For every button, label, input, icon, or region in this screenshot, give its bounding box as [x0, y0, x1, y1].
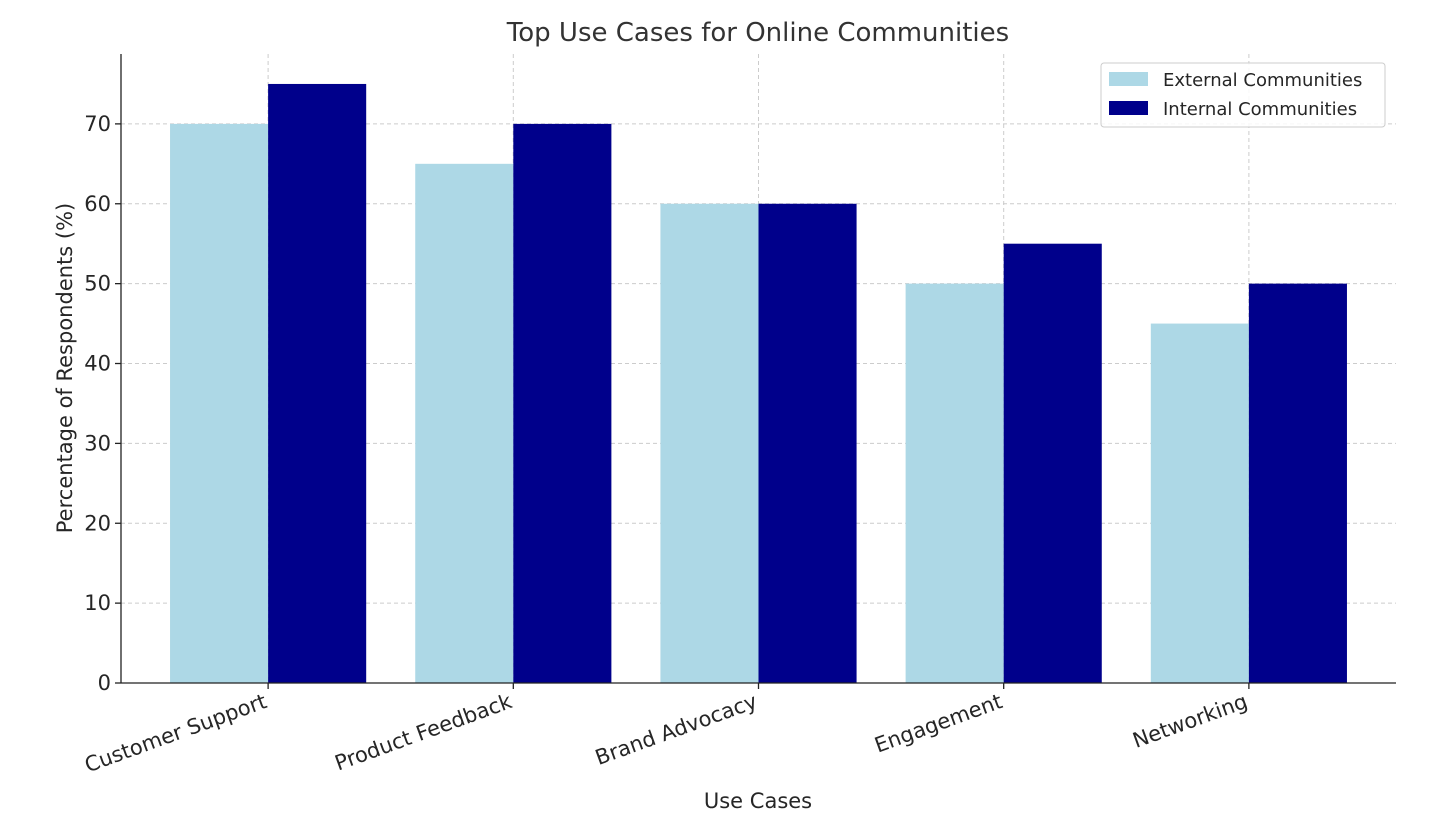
bar-internal-communities-product-feedback — [513, 123, 612, 683]
x-tick-label-customer-support: Customer Support — [81, 689, 269, 777]
bar-internal-communities-brand-advocacy — [758, 203, 857, 683]
y-tick-label: 10 — [84, 591, 111, 615]
bar-external-communities-product-feedback — [415, 163, 514, 684]
y-tick-label: 70 — [84, 112, 111, 136]
y-tick-label: 60 — [84, 192, 111, 216]
y-tick-label: 0 — [98, 671, 111, 695]
legend-label-external: External Communities — [1163, 70, 1362, 91]
x-tick-label-engagement: Engagement — [871, 689, 1005, 757]
bar-external-communities-engagement — [905, 283, 1004, 683]
bar-external-communities-brand-advocacy — [660, 203, 759, 683]
bar-external-communities-customer-support — [170, 123, 269, 683]
legend: External Communities Internal Communitie… — [1100, 62, 1386, 128]
bar-internal-communities-customer-support — [268, 83, 367, 683]
bars-layer — [170, 83, 1347, 684]
y-tick-label: 20 — [84, 511, 111, 535]
y-tick-label: 30 — [84, 431, 111, 455]
legend-frame — [1100, 62, 1386, 128]
bar-external-communities-networking — [1150, 323, 1249, 683]
x-tick-label-brand-advocacy: Brand Advocacy — [592, 689, 760, 770]
legend-swatch-external — [1109, 72, 1148, 86]
x-tick-label-product-feedback: Product Feedback — [332, 689, 516, 776]
y-axis-title: Percentage of Respondents (%) — [53, 203, 77, 533]
x-tick-label-networking: Networking — [1129, 689, 1250, 753]
chart-title: Top Use Cases for Online Communities — [506, 18, 1009, 48]
legend-swatch-internal — [1109, 101, 1148, 115]
y-tick-label: 50 — [84, 272, 111, 296]
bar-internal-communities-engagement — [1003, 243, 1102, 683]
x-axis-title: Use Cases — [704, 789, 812, 813]
y-tick-label: 40 — [84, 352, 111, 376]
bar-internal-communities-networking — [1248, 283, 1347, 683]
legend-label-internal: Internal Communities — [1163, 99, 1357, 120]
